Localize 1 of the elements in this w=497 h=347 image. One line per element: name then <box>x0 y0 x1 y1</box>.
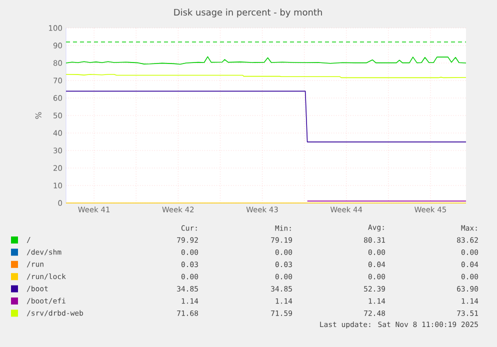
chart-title: Disk usage in percent - by month <box>174 8 322 18</box>
